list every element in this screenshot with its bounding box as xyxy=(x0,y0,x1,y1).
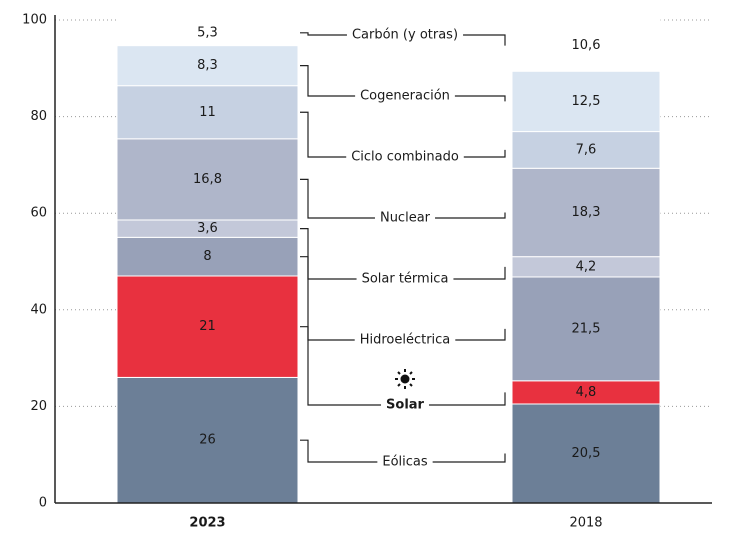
value-label: 16,8 xyxy=(193,172,222,187)
value-label: 18,3 xyxy=(572,205,601,220)
value-label: 21,5 xyxy=(572,321,601,336)
connector xyxy=(300,439,378,463)
connector xyxy=(455,328,506,341)
connector xyxy=(428,392,506,406)
value-label: 4,8 xyxy=(576,385,597,400)
connector xyxy=(300,178,375,219)
connector xyxy=(453,266,506,280)
y-tick-label: 100 xyxy=(22,13,47,28)
x-tick-label: 2023 xyxy=(189,516,225,531)
value-label: 5,3 xyxy=(197,25,218,40)
value-label: 26 xyxy=(199,433,216,448)
bar-segment xyxy=(511,70,661,133)
bar-segment xyxy=(511,403,661,504)
y-tick-label: 40 xyxy=(30,302,47,317)
value-label: 10,6 xyxy=(572,38,601,53)
legend-label: Solar térmica xyxy=(362,272,449,287)
bar-segment xyxy=(116,236,299,277)
value-label: 8 xyxy=(203,249,211,264)
legend-label: Hidroeléctrica xyxy=(360,333,451,348)
legend-label: Ciclo combinado xyxy=(351,150,459,165)
x-tick-label: 2018 xyxy=(569,516,602,531)
legend-label: Solar xyxy=(386,398,425,413)
sun-icon xyxy=(395,369,415,389)
value-label: 20,5 xyxy=(572,446,601,461)
value-label: 4,2 xyxy=(576,259,597,274)
connector xyxy=(432,453,506,463)
bar-segment xyxy=(511,131,661,169)
y-tick-label: 0 xyxy=(39,496,47,511)
connector xyxy=(300,65,356,97)
y-tick-label: 60 xyxy=(30,206,47,221)
value-label: 12,5 xyxy=(572,94,601,109)
value-label: 8,3 xyxy=(197,58,218,73)
connector xyxy=(300,256,355,341)
bar-segment xyxy=(116,19,299,47)
bar-segment xyxy=(511,276,661,382)
y-tick-label: 80 xyxy=(30,109,47,124)
bar-segment xyxy=(511,19,661,72)
connector xyxy=(300,111,347,158)
connector xyxy=(435,212,506,219)
y-tick-label: 20 xyxy=(30,399,47,414)
value-label: 3,6 xyxy=(197,221,218,236)
connector xyxy=(300,32,347,36)
connector xyxy=(454,95,506,102)
bar-segment xyxy=(511,167,661,258)
connector xyxy=(300,326,382,406)
legend-label: Eólicas xyxy=(382,455,428,470)
value-label: 21 xyxy=(199,319,216,334)
legend-label: Carbón (y otras) xyxy=(352,28,458,43)
bar-segment xyxy=(116,275,299,378)
value-label: 7,6 xyxy=(576,142,597,157)
legend-label: Nuclear xyxy=(380,211,431,226)
connector xyxy=(463,149,506,158)
bar-segment xyxy=(116,376,299,504)
legend-label: Cogeneración xyxy=(360,89,450,104)
bar-segment xyxy=(116,45,299,87)
connector xyxy=(300,228,357,280)
value-label: 11 xyxy=(199,105,216,120)
bar-segment xyxy=(116,85,299,140)
connector xyxy=(463,34,506,46)
bar-segment xyxy=(116,138,299,221)
